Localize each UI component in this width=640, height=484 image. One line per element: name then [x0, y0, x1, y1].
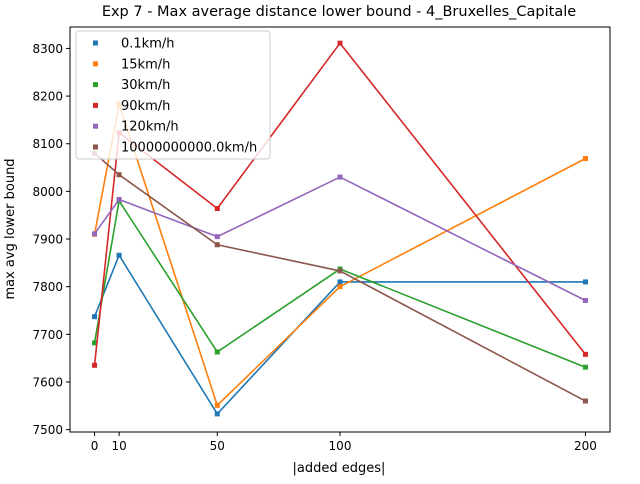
data-point: [582, 279, 588, 285]
chart-title: Exp 7 - Max average distance lower bound…: [102, 4, 576, 20]
data-point: [337, 284, 343, 290]
data-point: [337, 268, 343, 274]
legend-label: 0.1km/h: [121, 37, 175, 52]
data-point: [214, 402, 220, 408]
legend: 0.1km/h 15km/h 30km/h 90km/h 120km/h 10000000…: [75, 30, 271, 160]
legend-label: 30km/h: [121, 78, 170, 93]
data-point: [582, 364, 588, 370]
data-point: [214, 242, 220, 248]
data-point: [116, 172, 122, 178]
y-tick-label: 8300: [32, 42, 63, 56]
x-tick-label: 200: [574, 439, 597, 453]
y-axis-label: max avg lower bound: [3, 158, 18, 299]
y-tick-label: 7800: [32, 280, 63, 294]
legend-marker: [93, 40, 98, 46]
y-tick-label: 7900: [32, 233, 63, 247]
data-point: [214, 411, 220, 417]
y-tick-label: 7600: [32, 375, 63, 389]
legend-marker: [93, 144, 98, 150]
legend-box: [75, 30, 271, 160]
data-point: [582, 398, 588, 404]
data-point: [214, 206, 220, 212]
y-tick-label: 7500: [32, 423, 63, 437]
legend-marker: [93, 61, 98, 67]
plot-area: 0 10 50 100 200 7500 7600 7700 7800 7900 8000 8100 8…: [32, 26, 611, 453]
data-point: [214, 349, 220, 355]
x-tick-label: 10: [111, 439, 126, 453]
y-tick-label: 8200: [32, 90, 63, 104]
legend-marker: [93, 123, 98, 129]
data-point: [92, 362, 98, 368]
y-tick-label: 8000: [32, 185, 63, 199]
x-tick-label: 0: [91, 439, 99, 453]
y-tick-label: 7700: [32, 328, 63, 342]
x-axis-label: |added edges|: [293, 461, 386, 476]
legend-label: 10000000000.0km/h: [121, 141, 257, 156]
y-tick-label: 8100: [32, 137, 63, 151]
data-point: [337, 174, 343, 180]
x-tick-label: 100: [329, 439, 352, 453]
legend-label: 120km/h: [121, 120, 179, 135]
data-point: [92, 314, 98, 320]
data-point: [92, 231, 98, 237]
data-point: [92, 340, 98, 346]
x-tick-label: 50: [210, 439, 225, 453]
data-point: [582, 351, 588, 357]
legend-marker: [93, 82, 98, 88]
legend-label: 15km/h: [121, 57, 170, 72]
legend-label: 90km/h: [121, 99, 170, 114]
data-point: [337, 40, 343, 46]
data-point: [337, 279, 343, 285]
legend-marker: [93, 102, 98, 108]
data-point: [582, 156, 588, 162]
data-point: [116, 196, 122, 202]
data-point: [582, 297, 588, 303]
data-point: [116, 252, 122, 258]
data-point: [214, 234, 220, 240]
